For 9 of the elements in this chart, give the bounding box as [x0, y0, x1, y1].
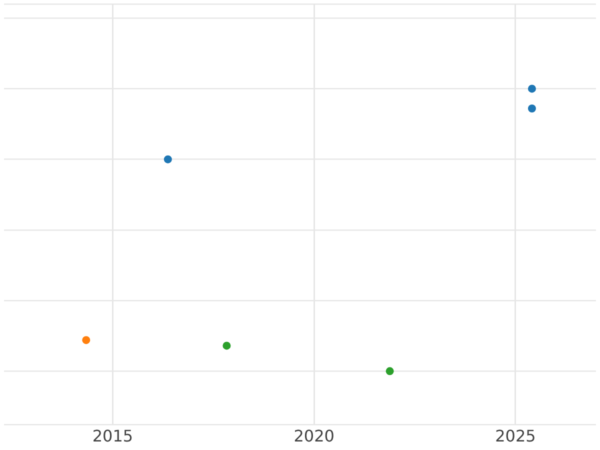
- point: [386, 367, 394, 376]
- x-tick-label: 2015: [92, 426, 134, 446]
- point: [528, 104, 536, 112]
- point: [164, 155, 172, 164]
- point: [528, 84, 536, 93]
- point: [222, 342, 231, 350]
- point: [82, 336, 90, 344]
- x-tick-label: 2025: [495, 426, 536, 446]
- x-tick-label: 2020: [294, 426, 334, 446]
